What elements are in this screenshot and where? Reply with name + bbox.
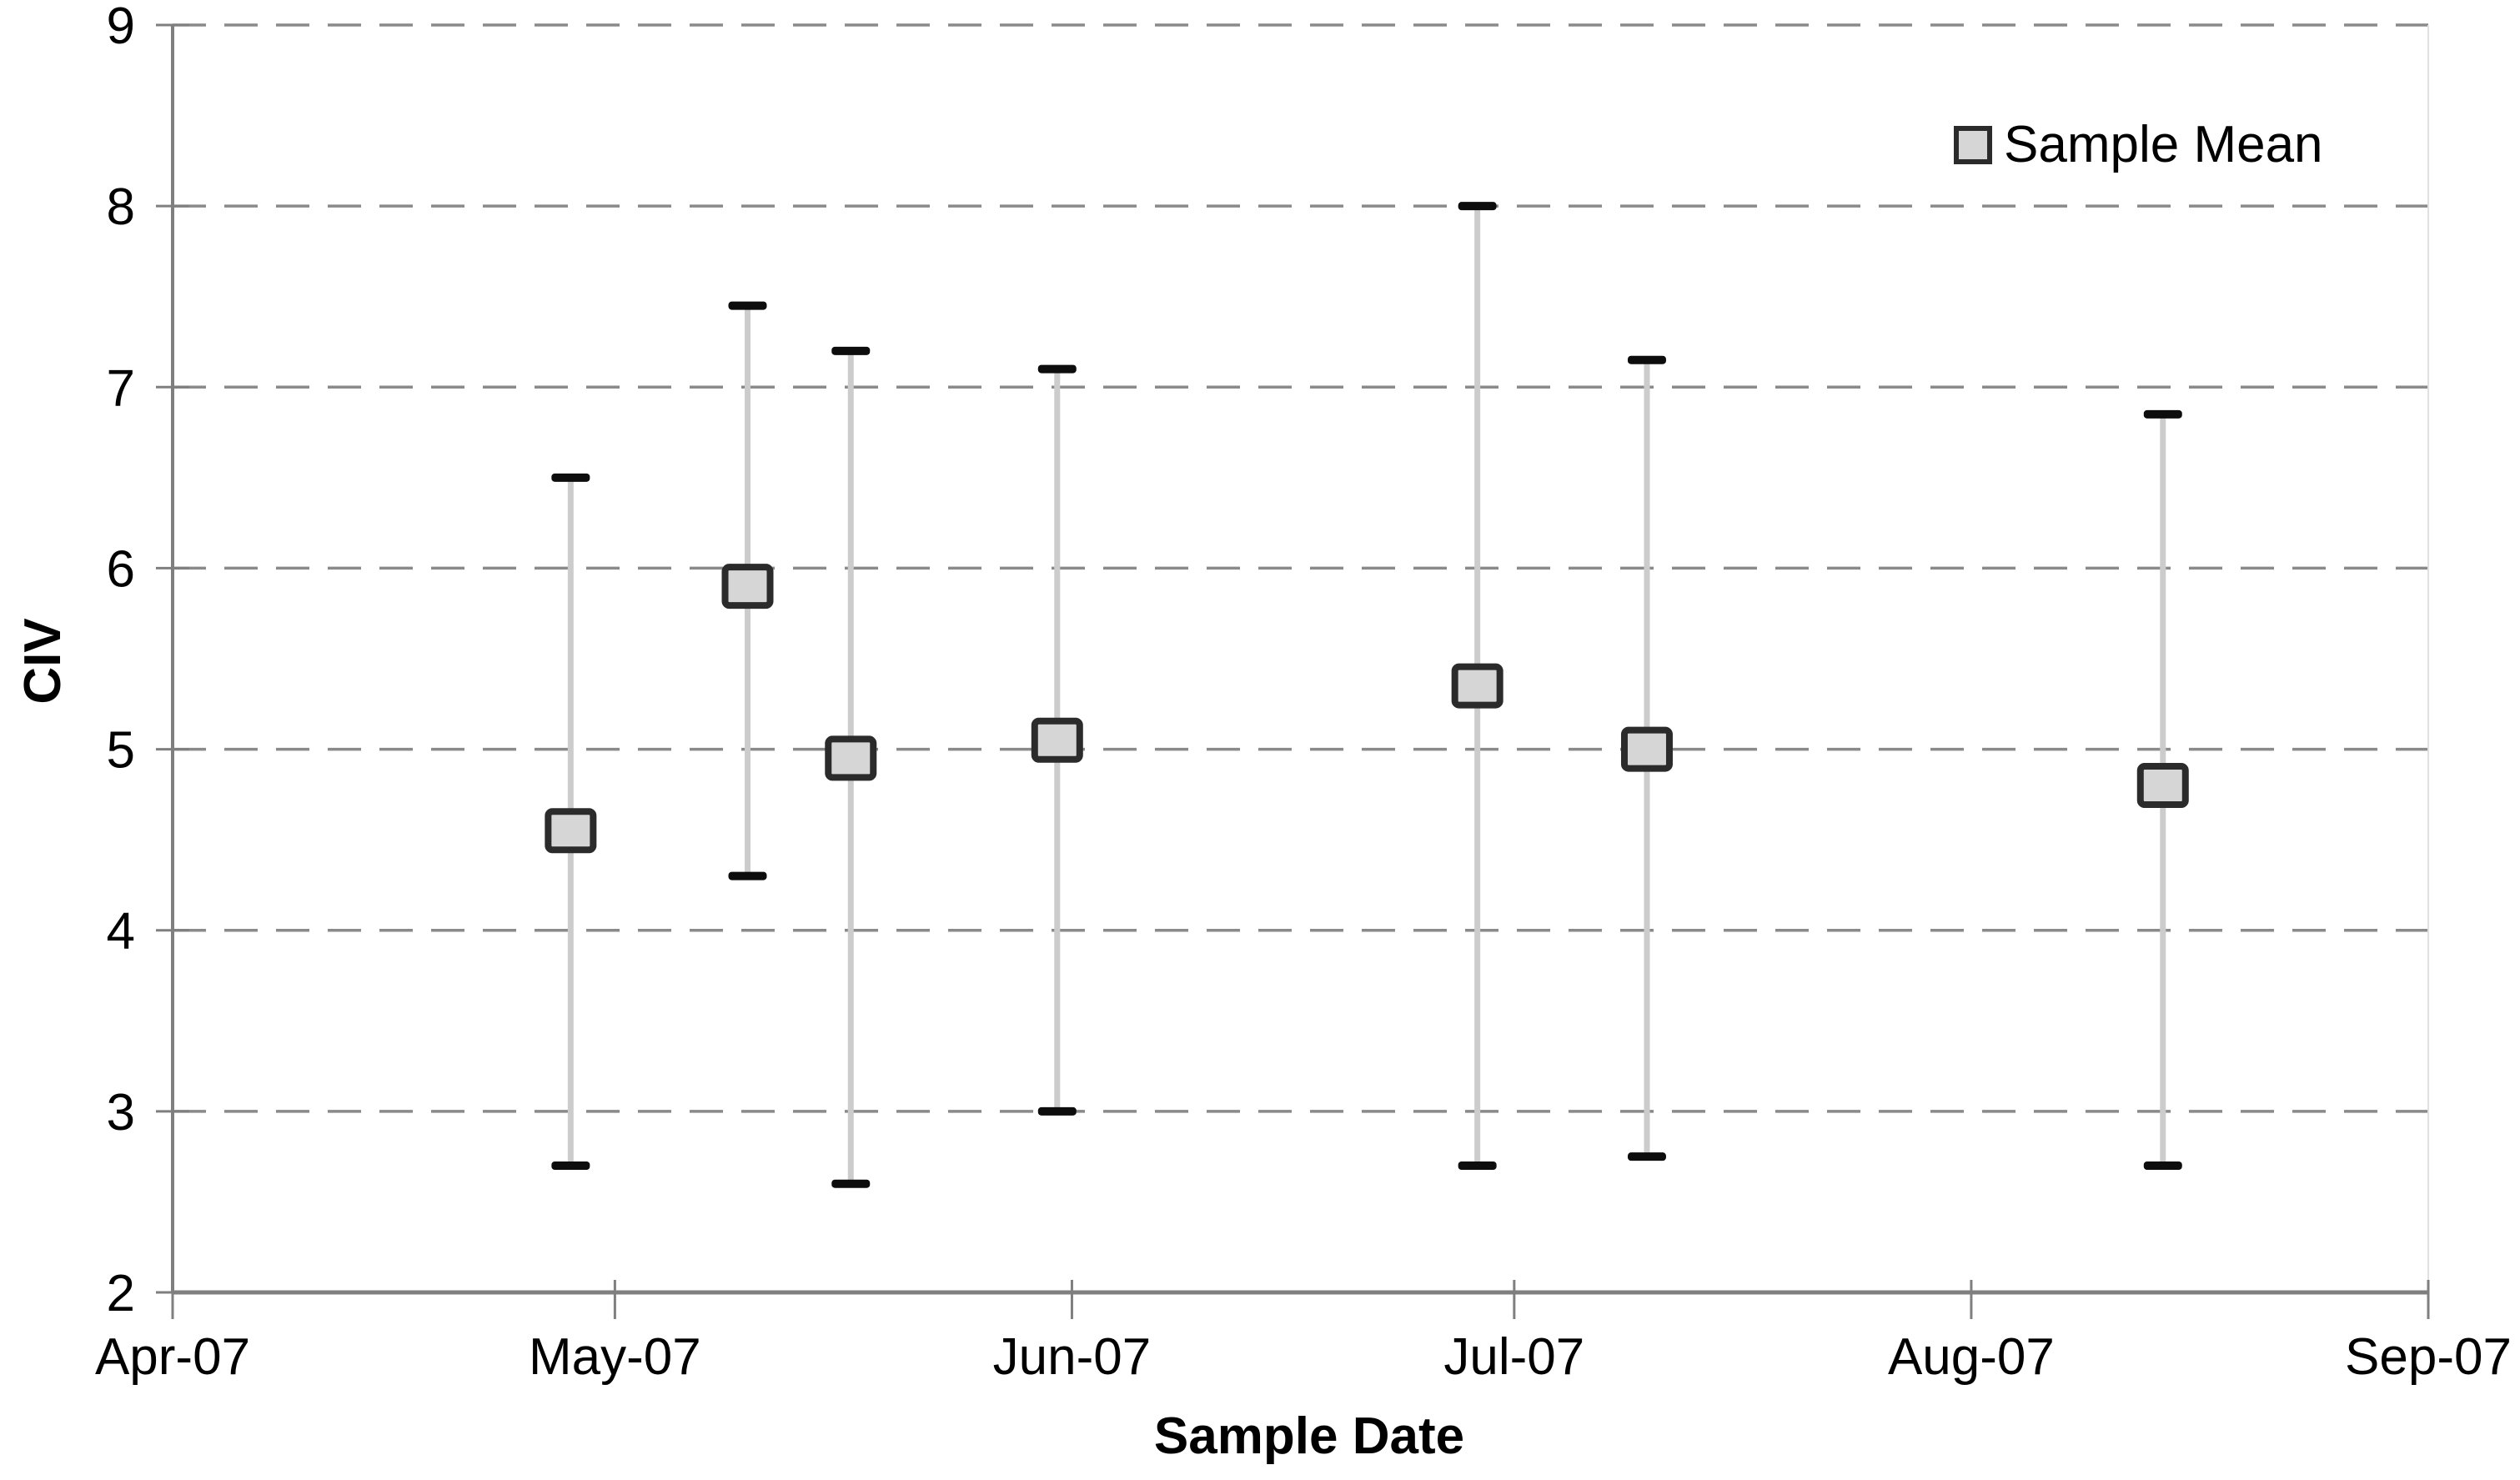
error-bar-cap-bottom	[1627, 1152, 1666, 1161]
x-tick-label: May-07	[529, 1328, 701, 1386]
y-tick-label: 5	[107, 722, 135, 780]
sample-mean-marker	[721, 564, 774, 610]
sample-mean-marker	[1620, 726, 1673, 772]
sample-mean-marker	[825, 735, 877, 781]
error-bar-cap-top	[728, 301, 767, 310]
sample-mean-marker	[1031, 717, 1083, 763]
error-bar-cap-bottom	[728, 871, 767, 880]
y-tick-label: 7	[107, 359, 135, 417]
y-tick-label: 3	[107, 1084, 135, 1141]
x-tick-label: Jun-07	[993, 1328, 1152, 1386]
error-bar-cap-bottom	[1037, 1106, 1077, 1116]
y-axis-title: CIV	[14, 618, 72, 705]
error-bar-cap-top	[551, 473, 590, 482]
y-tick-label: 4	[107, 903, 135, 961]
error-bar-cap-top	[1458, 202, 1497, 211]
x-tick-label: Apr-07	[95, 1328, 250, 1386]
x-tick-label: Aug-07	[1888, 1328, 2055, 1386]
error-bar-cap-bottom	[2143, 1161, 2182, 1170]
y-tick-label: 8	[107, 178, 135, 236]
legend-label: Sample Mean	[2004, 116, 2323, 173]
error-bar-cap-top	[1627, 355, 1666, 364]
error-bar-cap-top	[1037, 364, 1077, 374]
x-axis-title: Sample Date	[1153, 1407, 1465, 1465]
y-tick-label: 2	[107, 1265, 135, 1322]
error-bar-cap-top	[831, 346, 871, 355]
sample-mean-marker	[2136, 763, 2189, 808]
sample-mean-marker	[1451, 663, 1503, 709]
y-tick-label: 6	[107, 540, 135, 598]
x-tick-label: Jul-07	[1443, 1328, 1584, 1386]
sample-mean-marker-icon	[1954, 126, 1992, 164]
error-bar-cap-top	[2143, 409, 2182, 419]
sample-mean-marker	[545, 808, 597, 854]
x-tick-label: Sep-07	[2345, 1328, 2512, 1386]
error-bar-cap-bottom	[831, 1179, 871, 1188]
error-bar-cap-bottom	[551, 1161, 590, 1170]
legend: Sample Mean	[1954, 119, 2323, 171]
error-bar-cap-bottom	[1458, 1161, 1497, 1170]
y-tick-label: 9	[107, 0, 135, 55]
